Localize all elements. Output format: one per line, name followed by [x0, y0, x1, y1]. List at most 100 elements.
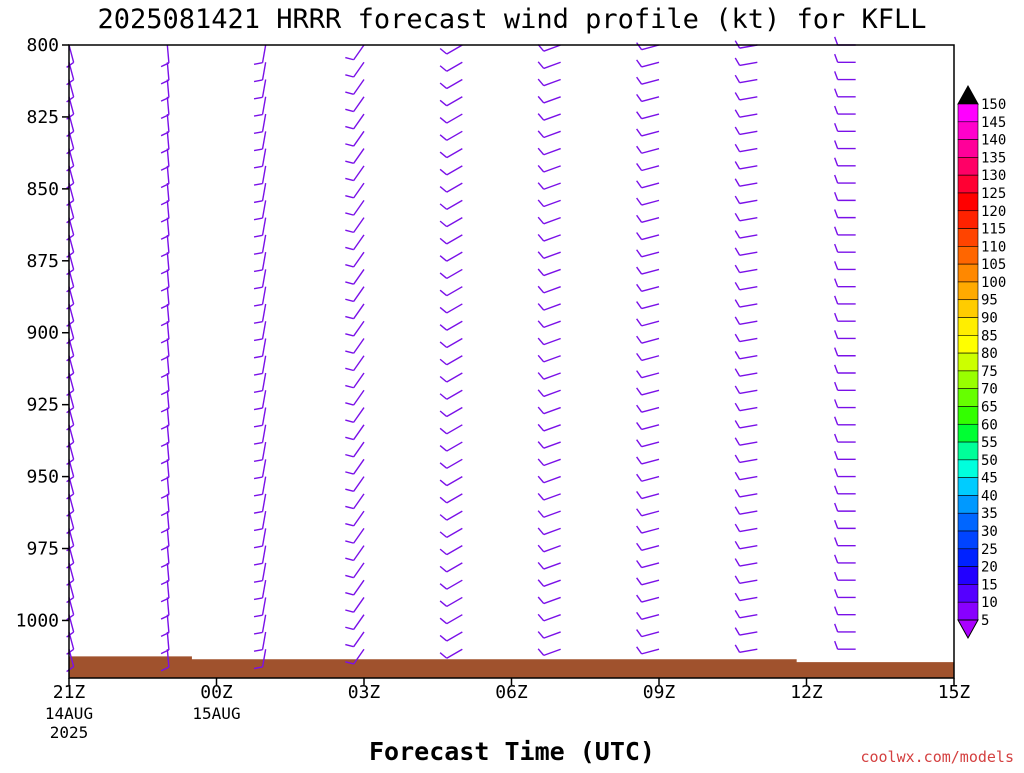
barb-shaft: [68, 200, 75, 218]
barb-shaft: [68, 579, 75, 598]
barb-shaft: [543, 251, 561, 259]
barb-shaft: [543, 441, 561, 449]
barb-feather: [636, 525, 643, 534]
colorbar-label: 50: [981, 453, 998, 469]
barb-shaft: [261, 303, 267, 322]
barb-feather: [834, 261, 839, 270]
y-tick-label: 900: [26, 323, 59, 344]
barb-shaft: [446, 182, 463, 193]
barb-feather: [636, 111, 643, 120]
barb-shaft: [641, 96, 660, 103]
barb-shaft: [641, 355, 660, 362]
barb-feather: [439, 237, 448, 245]
barb-shaft: [446, 389, 463, 400]
barb-shaft: [353, 338, 365, 354]
barb-shaft: [739, 493, 758, 498]
barb-feather: [345, 609, 354, 613]
barb-shaft: [543, 182, 561, 190]
barb-feather: [734, 471, 741, 481]
barb-feather: [734, 92, 741, 101]
barb-shaft: [166, 372, 170, 392]
barb-shaft: [446, 527, 463, 538]
barb-feather: [734, 627, 741, 636]
barb-feather: [734, 489, 741, 498]
barb-shaft: [641, 113, 660, 120]
barb-shaft: [166, 597, 170, 616]
barb-shaft: [446, 320, 463, 331]
barb-feather: [636, 594, 643, 603]
barb-shaft: [68, 407, 75, 426]
barb-feather: [834, 88, 839, 98]
barb-shaft: [641, 441, 660, 448]
barb-feather: [345, 626, 354, 631]
barb-shaft: [739, 648, 758, 654]
barb-feather: [345, 160, 354, 165]
barb-feather: [345, 194, 354, 199]
barb-feather: [537, 631, 545, 639]
colorbar-label: 105: [981, 257, 1006, 273]
barb-shaft: [739, 337, 758, 343]
barb-shaft: [261, 372, 267, 391]
colorbar-label: 45: [981, 471, 998, 487]
barb-feather: [439, 548, 448, 556]
barb-feather: [345, 505, 354, 510]
barb-shaft: [543, 320, 561, 329]
barb-feather: [253, 234, 263, 238]
colorbar-label: 145: [981, 115, 1006, 131]
barb-shaft: [261, 631, 267, 650]
barb-shaft: [261, 148, 267, 167]
barb-shaft: [166, 338, 170, 357]
barb-feather: [253, 217, 263, 221]
barb-feather: [439, 427, 448, 435]
barb-feather: [537, 95, 545, 104]
barb-shaft: [68, 510, 75, 529]
barb-shaft: [641, 337, 660, 344]
barb-feather: [439, 151, 448, 159]
barb-feather: [345, 453, 354, 458]
barb-shaft: [353, 510, 365, 527]
colorbar-bottom-arrow: [957, 619, 979, 640]
barb-shaft: [68, 597, 75, 616]
barb-feather: [734, 592, 741, 601]
barb-shaft: [446, 130, 463, 141]
barb-feather: [537, 147, 545, 156]
barb-shaft: [446, 78, 463, 90]
barb-shaft: [446, 562, 463, 573]
barb-feather: [537, 613, 545, 622]
barb-feather: [253, 320, 263, 324]
barb-feather: [734, 558, 741, 567]
barb-feather: [345, 229, 354, 234]
barb-shaft: [68, 234, 75, 253]
colorbar-label: 5: [981, 613, 989, 629]
barb-shaft: [543, 579, 561, 587]
barb-feather: [253, 96, 263, 100]
barb-feather: [253, 251, 263, 255]
credit-text[interactable]: coolwx.com/models: [860, 748, 1014, 766]
barb-feather: [253, 562, 263, 566]
barb-feather: [636, 76, 643, 85]
barb-shaft: [543, 510, 561, 518]
colorbar-swatch: [957, 263, 979, 283]
barb-shaft: [641, 596, 660, 603]
colorbar-label: 10: [981, 595, 998, 611]
barb-shaft: [641, 372, 660, 379]
barb-feather: [345, 74, 354, 78]
barb-shaft: [68, 303, 75, 322]
barb-shaft: [68, 269, 75, 287]
barb-feather: [439, 272, 448, 279]
barb-shaft: [68, 441, 75, 460]
colorbar-swatch: [957, 495, 979, 514]
barb-feather: [537, 268, 545, 277]
colorbar-label: 65: [981, 399, 998, 415]
barb-shaft: [739, 286, 758, 291]
barb-shaft: [446, 234, 463, 245]
wind-barbs: [66, 36, 856, 673]
barb-feather: [636, 352, 643, 361]
barb-shaft: [166, 493, 170, 512]
barb-feather: [834, 606, 839, 615]
barb-feather: [636, 422, 643, 430]
x-tick-year: 2025: [50, 723, 89, 742]
barb-feather: [439, 462, 448, 469]
barb-shaft: [68, 251, 75, 270]
